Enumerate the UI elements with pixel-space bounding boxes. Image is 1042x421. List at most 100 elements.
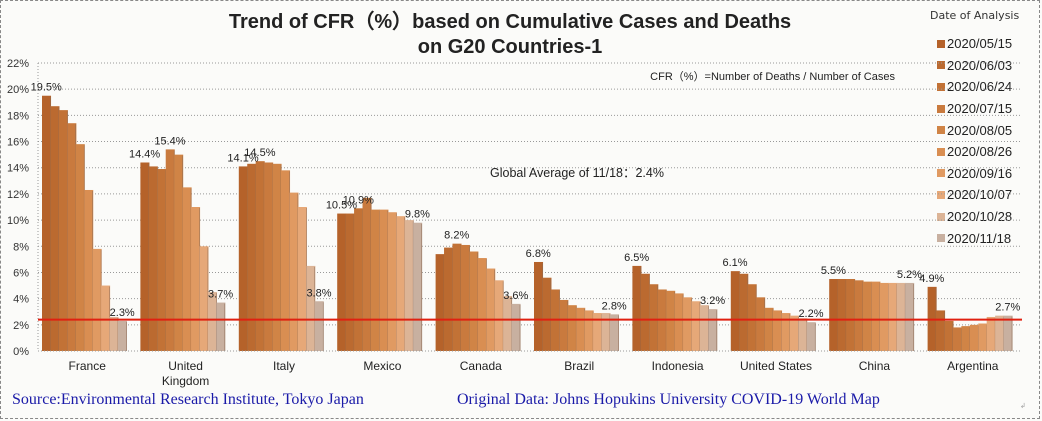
bar-italy-3 bbox=[264, 162, 274, 351]
bar-france-5 bbox=[84, 189, 94, 351]
bar-canada-9 bbox=[511, 303, 521, 351]
data-label: 3.6% bbox=[503, 290, 528, 302]
bar-china-2 bbox=[846, 279, 856, 351]
x-tick-label: Italy bbox=[273, 359, 295, 373]
x-tick-label: United bbox=[168, 359, 203, 373]
bar-mexico-7 bbox=[396, 216, 406, 351]
bar-china-3 bbox=[854, 280, 864, 351]
bar-united-states-0 bbox=[730, 271, 740, 351]
data-label: 14.4% bbox=[129, 148, 160, 160]
data-label: 14.5% bbox=[244, 147, 275, 159]
bar-canada-3 bbox=[460, 244, 470, 351]
bar-united-kingdom-2 bbox=[157, 169, 167, 351]
data-label: 19.5% bbox=[31, 82, 62, 94]
legend-swatch bbox=[937, 147, 945, 156]
bar-china-7 bbox=[888, 282, 898, 351]
bar-united-kingdom-8 bbox=[207, 292, 217, 351]
bar-united-kingdom-3 bbox=[165, 149, 175, 351]
footer-original-data: Original Data: Johns Hopukins University… bbox=[457, 391, 880, 408]
bar-france-6 bbox=[92, 248, 102, 351]
bar-argentina-1 bbox=[936, 310, 946, 351]
bar-mexico-9 bbox=[413, 222, 423, 351]
bar-italy-7 bbox=[297, 207, 307, 351]
bar-argentina-8 bbox=[995, 315, 1005, 351]
bar-brazil-3 bbox=[559, 299, 569, 351]
legend-swatch bbox=[937, 104, 945, 113]
y-tick-label: 4% bbox=[13, 294, 29, 306]
legend-item: 2020/10/07 bbox=[937, 184, 1012, 206]
bar-italy-6 bbox=[289, 192, 299, 351]
bar-united-states-2 bbox=[747, 284, 757, 351]
legend-swatch bbox=[937, 190, 945, 199]
bar-united-kingdom-5 bbox=[182, 187, 192, 351]
bar-france-3 bbox=[67, 123, 77, 351]
y-tick-label: 10% bbox=[7, 215, 29, 227]
data-label: 3.8% bbox=[306, 287, 331, 299]
data-label: 2.3% bbox=[110, 307, 135, 319]
bar-china-0 bbox=[829, 279, 839, 351]
bar-china-6 bbox=[879, 282, 889, 351]
formula-note: CFR（%）=Number of Deaths / Number of Case… bbox=[650, 70, 895, 83]
bar-argentina-2 bbox=[944, 320, 954, 351]
chart-title: Trend of CFR（%）based on Cumulative Cases… bbox=[150, 10, 870, 60]
x-tick-label: France bbox=[69, 359, 107, 373]
bar-mexico-1 bbox=[345, 213, 355, 351]
bar-united-kingdom-0 bbox=[140, 162, 150, 351]
legend-swatch bbox=[937, 126, 945, 135]
bar-united-states-4 bbox=[764, 307, 774, 351]
bar-indonesia-1 bbox=[640, 273, 650, 351]
legend-swatch bbox=[937, 39, 945, 48]
data-label: 3.7% bbox=[208, 289, 233, 301]
bar-united-states-8 bbox=[798, 318, 808, 351]
bar-argentina-4 bbox=[961, 326, 971, 351]
y-tick-label: 22% bbox=[7, 58, 29, 70]
bar-italy-5 bbox=[281, 170, 291, 351]
bar-mexico-3 bbox=[362, 197, 372, 351]
bar-brazil-1 bbox=[542, 277, 552, 351]
bar-france-1 bbox=[50, 106, 60, 351]
resize-handle-icon: ↲ bbox=[1020, 403, 1026, 410]
legend-label: 2020/07/15 bbox=[947, 101, 1013, 117]
data-label: 10.9% bbox=[343, 194, 374, 206]
chart-title-line-1: Trend of CFR（%）based on Cumulative Cases… bbox=[228, 11, 792, 33]
bar-china-8 bbox=[896, 282, 906, 351]
bar-china-1 bbox=[837, 279, 847, 351]
bar-italy-4 bbox=[272, 163, 282, 351]
bar-united-states-9 bbox=[806, 322, 816, 351]
bar-canada-8 bbox=[503, 296, 513, 351]
bar-china-4 bbox=[862, 281, 872, 351]
bar-argentina-5 bbox=[969, 324, 979, 351]
bar-canada-2 bbox=[452, 243, 462, 351]
bar-italy-1 bbox=[247, 163, 257, 351]
bar-france-0 bbox=[42, 95, 52, 352]
bar-brazil-8 bbox=[601, 313, 611, 351]
bar-canada-1 bbox=[444, 247, 454, 351]
legend-label: 2020/10/07 bbox=[947, 187, 1013, 203]
data-label: 6.5% bbox=[624, 252, 649, 264]
y-axis: 0% 2% 4% 6% 8% 10% 12% 14% 16% 18% 20% 22% bbox=[7, 58, 39, 358]
bar-france-4 bbox=[75, 144, 85, 351]
bar-united-kingdom-6 bbox=[191, 207, 201, 351]
legend-item: 2020/07/15 bbox=[937, 98, 1012, 120]
gridlines bbox=[38, 62, 1022, 326]
y-tick-label: 0% bbox=[13, 346, 29, 358]
bar-united-states-3 bbox=[756, 297, 766, 351]
bar-indonesia-8 bbox=[699, 305, 709, 351]
bar-united-kingdom-9 bbox=[216, 302, 226, 351]
bar-canada-7 bbox=[494, 280, 504, 351]
bar-mexico-4 bbox=[370, 209, 380, 351]
legend-item: 2020/08/05 bbox=[937, 119, 1012, 141]
bar-canada-5 bbox=[477, 258, 487, 351]
bar-italy-2 bbox=[255, 161, 265, 351]
legend-label: 2020/09/16 bbox=[947, 165, 1013, 181]
bar-united-states-5 bbox=[773, 310, 783, 351]
legend-swatch bbox=[937, 169, 945, 178]
bar-france-8 bbox=[109, 316, 119, 351]
legend-item: 2020/05/15 bbox=[937, 33, 1012, 55]
bar-italy-8 bbox=[306, 265, 316, 351]
x-tick-label: China bbox=[859, 359, 891, 373]
bar-argentina-7 bbox=[986, 316, 996, 351]
